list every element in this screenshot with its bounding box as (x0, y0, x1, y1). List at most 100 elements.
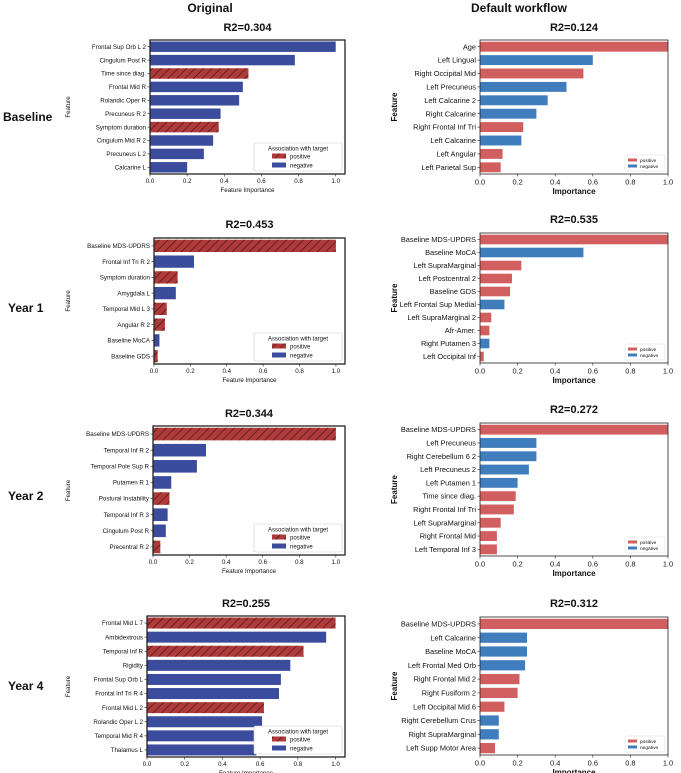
legend-title: Association with target (268, 147, 328, 153)
y-tick-label: Frontal Inf Tri R 4 (95, 691, 143, 698)
legend-label-negative: negative (640, 745, 658, 751)
bar-left-supp-motor-area (480, 742, 496, 754)
column-header-default-workflow: Default workflow (471, 1, 568, 15)
x-axis-label: Importance (552, 376, 596, 385)
bar-time-since-diag- (480, 491, 516, 502)
bar-temporal-mid-r-4 (147, 730, 261, 742)
bar-right-cerebellum-6-2 (480, 451, 537, 462)
y-tick-label: Baseline GDS (111, 353, 150, 360)
bar-left-lingual (480, 55, 593, 66)
legend: Association with target positive negative (253, 725, 343, 755)
y-tick-label: Left Calcarine (430, 136, 476, 145)
y-tick-label: Cingulum Post R (100, 57, 147, 64)
y-tick-label: Baseline GDS (430, 287, 476, 296)
x-tick-label: 1.0 (663, 177, 673, 186)
y-axis-label: Feature (390, 475, 399, 504)
y-tick-label: Left Calcarine (430, 633, 476, 642)
bar-hatch (153, 427, 336, 441)
y-tick-label: Frontal Mid L 7 (102, 620, 144, 627)
y-tick-label: Baseline MoCA (425, 248, 476, 257)
bar-left-supramarginal (480, 260, 522, 271)
y-tick-label: Baseline MDS-UPDRS (87, 243, 150, 250)
x-tick-label: 0.6 (258, 559, 267, 566)
y-tick-label: Left Occipital Inf (423, 352, 477, 361)
bar-right-frontal-mid (480, 531, 497, 541)
y-tick-label: Right SupraMarginal (409, 730, 477, 739)
x-tick-label: 0.2 (512, 366, 522, 375)
bar-right-frontal-inf-tri (480, 504, 514, 515)
y-tick-label: Frontal Mid R (109, 84, 147, 91)
bar-left-calcarine-2 (480, 95, 548, 106)
chart-panel: R2=0.312 Baseline MDS-UPDRS Left Calcarine… (390, 598, 673, 773)
y-tick-label: Right Frontal Mid (420, 532, 476, 541)
y-tick-label: Rolandic Oper R (100, 97, 146, 104)
y-tick-label: Left SupraMarginal (414, 261, 477, 270)
x-tick-label: 0.0 (475, 366, 485, 375)
bar-amygdala-l (154, 286, 176, 300)
x-tick-label: 0.8 (625, 177, 635, 186)
chart-title: R2=0.304 (223, 22, 272, 34)
x-tick-label: 0.6 (588, 559, 598, 568)
x-tick-label: 0.8 (625, 559, 635, 568)
y-tick-label: Temporal Mid R 4 (95, 733, 144, 740)
x-tick-label: 1.0 (332, 368, 341, 375)
x-tick-label: 1.0 (331, 178, 340, 185)
y-axis-label: Feature (390, 671, 399, 700)
bar-left-occipital-mid-6 (480, 701, 505, 712)
x-tick-label: 0.8 (294, 178, 303, 185)
y-tick-label: Right Fusiform 2 (422, 688, 476, 697)
legend-swatch-hatch (272, 343, 286, 349)
x-tick-label: 0.8 (295, 559, 304, 566)
y-tick-label: Left Frontal Sup Medial (400, 300, 477, 309)
x-tick-label: 0.2 (512, 559, 522, 568)
bar-hatch (154, 239, 336, 253)
bar-hatch (153, 492, 170, 505)
x-tick-label: 0.0 (475, 177, 485, 186)
y-tick-label: Precentral R 2 (109, 544, 149, 551)
y-tick-label: Left Temporal Inf 3 (415, 545, 476, 554)
row-label-year-2: Year 2 (8, 489, 44, 503)
bar-hatch (154, 349, 158, 363)
y-tick-label: Left Frontal Med Orb (408, 661, 476, 670)
bar-temporal-inf-r-2 (153, 443, 207, 457)
y-tick-label: Right Cerebellum 6 2 (407, 452, 476, 461)
y-tick-label: Left SupraMarginal (414, 518, 477, 527)
plot-frame (152, 425, 346, 556)
legend-swatch-negative (628, 164, 637, 168)
y-tick-label: Left Lingual (438, 56, 477, 65)
bar-right-supramarginal (480, 729, 499, 740)
legend-swatch-negative (272, 162, 286, 168)
bar-rolandic-oper-l-2 (147, 716, 263, 728)
x-tick-label: 0.0 (143, 761, 152, 768)
bar-baseline-moca (480, 247, 584, 258)
bar-right-fusiform-2 (480, 687, 518, 699)
legend-swatch-hatch (272, 534, 286, 540)
chart-title: R2=0.312 (550, 598, 598, 610)
legend-label-negative: negative (290, 747, 313, 753)
bar-right-occipital-mid (480, 68, 584, 79)
y-axis-label: Feature (65, 675, 72, 697)
chart-panel: R2=0.124 Age Left Lingual Right Occipital M… (390, 22, 673, 196)
column-header-original: Original (187, 1, 232, 15)
y-tick-label: Cingulum Post R (103, 528, 150, 535)
plot-frame (479, 39, 669, 175)
x-tick-label: 1.0 (332, 559, 341, 566)
bar-frontal-sup-orb-l (147, 673, 281, 685)
bar-hatch (154, 302, 167, 316)
bar-age (480, 41, 668, 52)
legend-label-positive: positive (640, 540, 657, 546)
x-axis-label: Feature Importance (223, 377, 278, 384)
bar-left-frontal-med-orb (480, 660, 526, 671)
legend-swatch-negative (628, 546, 637, 550)
legend-label-positive: positive (290, 155, 311, 161)
x-tick-label: 0.0 (146, 178, 155, 185)
bar-left-precuneus (480, 438, 537, 448)
y-tick-label: Thalamus L (111, 747, 144, 754)
y-tick-label: Left Putamen 1 (426, 478, 476, 487)
legend-swatch-negative (628, 745, 637, 749)
chart-title: R2=0.535 (550, 214, 598, 226)
y-tick-label: Putamen R 1 (113, 480, 150, 487)
legend-swatch-positive (628, 540, 637, 544)
legend-title: Association with target (268, 528, 328, 534)
